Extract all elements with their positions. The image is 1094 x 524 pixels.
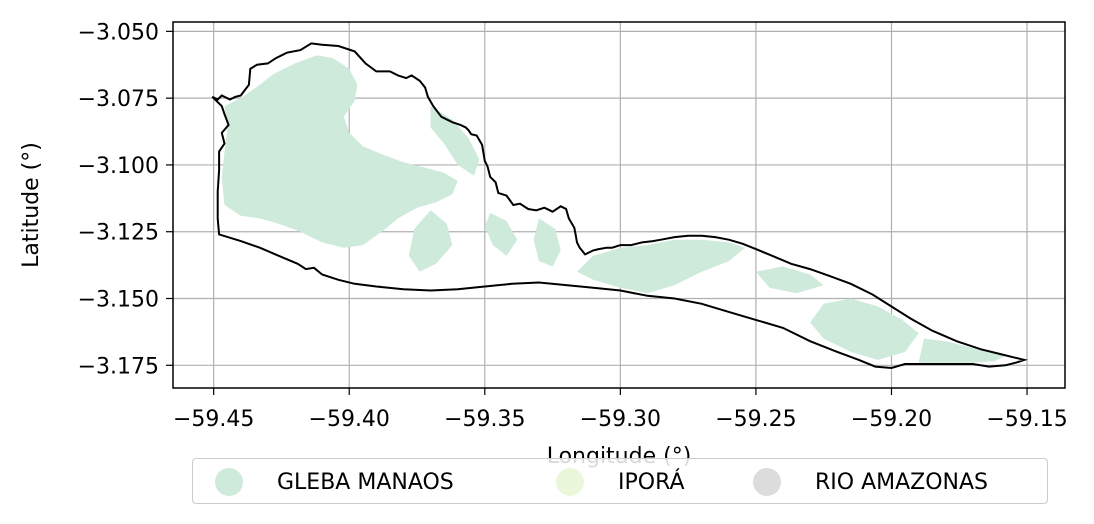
y-tick-label: −3.150 bbox=[78, 288, 159, 313]
x-tick-label: −59.40 bbox=[309, 407, 390, 432]
x-tick-label: −59.45 bbox=[173, 407, 254, 432]
legend-label-gleba-manaos: GLEBA MANAOS bbox=[277, 469, 454, 495]
region-gleba-manaos bbox=[430, 106, 480, 176]
legend-swatch-gleba-manaos bbox=[215, 468, 243, 496]
legend-label-rio-amazonas: RIO AMAZONAS bbox=[815, 469, 989, 495]
y-tick-label: −3.125 bbox=[78, 221, 159, 246]
legend: GLEBA MANAOS IPORÁ RIO AMAZONAS bbox=[192, 458, 1048, 504]
y-tick-label: −3.100 bbox=[78, 154, 159, 179]
region-gleba-manaos bbox=[918, 338, 1006, 363]
region-gleba-manaos bbox=[408, 210, 453, 272]
parcel-regions bbox=[221, 55, 1006, 363]
region-gleba-manaos bbox=[221, 55, 458, 248]
region-gleba-manaos bbox=[533, 218, 561, 267]
legend-item-ipora: IPORÁ bbox=[556, 459, 685, 505]
region-gleba-manaos bbox=[577, 239, 746, 294]
legend-label-ipora: IPORÁ bbox=[618, 469, 685, 495]
y-axis-ticks: −3.050 −3.075 −3.100 −3.125 −3.150 −3.175 bbox=[78, 20, 173, 379]
y-tick-label: −3.050 bbox=[78, 20, 159, 45]
legend-swatch-rio-amazonas bbox=[753, 468, 781, 496]
region-gleba-manaos bbox=[810, 298, 919, 360]
x-tick-label: −59.30 bbox=[580, 407, 661, 432]
x-tick-label: −59.15 bbox=[986, 407, 1067, 432]
x-tick-label: −59.20 bbox=[851, 407, 932, 432]
legend-swatch-ipora bbox=[556, 468, 584, 496]
x-axis-ticks: −59.45 −59.40 −59.35 −59.30 −59.25 −59.20 −59.… bbox=[173, 388, 1068, 432]
y-tick-label: −3.175 bbox=[78, 354, 159, 379]
region-gleba-manaos bbox=[755, 266, 824, 294]
area-boundary bbox=[211, 42, 1028, 370]
y-axis-title: Latitude (°) bbox=[19, 142, 44, 268]
region-gleba-manaos bbox=[484, 213, 518, 256]
plot-frame bbox=[172, 21, 1066, 389]
x-tick-label: −59.35 bbox=[444, 407, 525, 432]
y-tick-label: −3.075 bbox=[78, 87, 159, 112]
x-tick-label: −59.25 bbox=[715, 407, 796, 432]
legend-item-rio-amazonas: RIO AMAZONAS bbox=[753, 459, 988, 505]
legend-item-gleba-manaos: GLEBA MANAOS bbox=[215, 459, 454, 505]
